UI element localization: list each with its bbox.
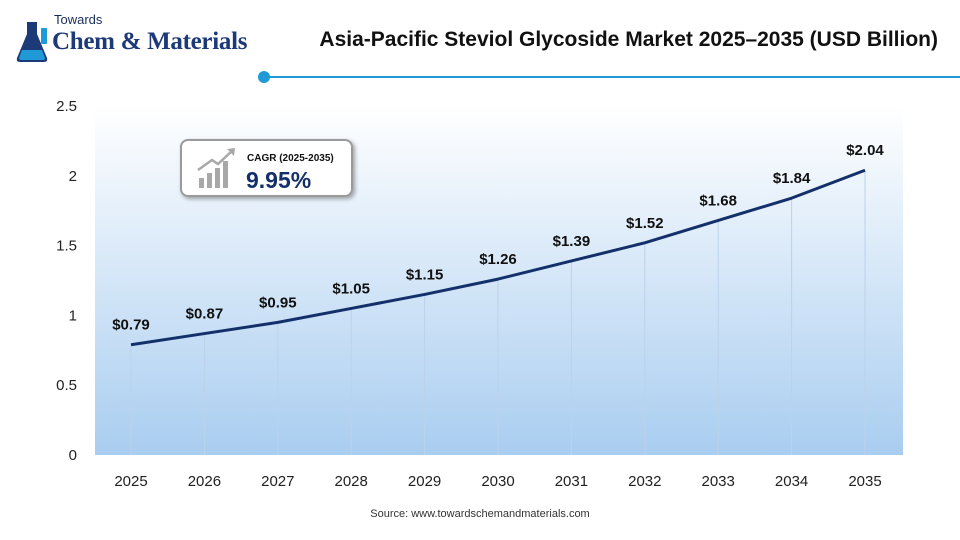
x-tick-label: 2032 [628,473,661,490]
cagr-value: 9.95% [246,167,311,193]
data-label: $1.84 [773,170,811,187]
y-tick-label: 0 [69,447,77,464]
x-tick-label: 2026 [188,473,221,490]
y-tick-label: 0.5 [56,377,77,394]
y-tick-label: 1.5 [56,238,77,255]
y-tick-label: 2.5 [56,98,77,115]
cagr-label: CAGR (2025-2035) [247,153,334,164]
data-label: $0.79 [112,317,150,334]
x-tick-label: 2028 [335,473,368,490]
line-chart: 0 0.5 1 1.5 2 2.5 2025 2026 2027 2028 2029 2030 203… [56,98,903,490]
data-labels: $0.79 $0.87 $0.95 $1.05 $1.15 $1.26 $1.39 $1.52… [112,142,884,334]
data-label: $0.95 [259,294,297,311]
data-label: $0.87 [186,306,224,323]
x-tick-label: 2034 [775,473,808,490]
title-underline-dot [258,71,270,83]
data-label: $1.52 [626,215,664,232]
brand-towards: Towards [54,12,103,27]
data-label: $1.68 [699,192,737,209]
x-axis: 2025 2026 2027 2028 2029 2030 2031 2032 2033 2034… [114,473,881,490]
x-tick-label: 2030 [481,473,514,490]
data-label: $1.05 [332,280,370,297]
x-tick-label: 2027 [261,473,294,490]
series-line [130,168,866,347]
title-underline [264,76,960,78]
y-tick-label: 1 [69,307,77,324]
y-tick-label: 2 [69,168,77,185]
grid-lines [130,170,866,455]
brand-logo: Towards Chem & Materials [12,8,252,68]
x-tick-label: 2031 [555,473,588,490]
data-label: $1.26 [479,251,517,268]
x-tick-label: 2025 [114,473,147,490]
y-axis: 0 0.5 1 1.5 2 2.5 [56,98,77,464]
growth-chart-icon [197,148,235,188]
x-tick-label: 2035 [848,473,881,490]
x-tick-label: 2029 [408,473,441,490]
data-label: $1.39 [553,233,591,250]
x-tick-label: 2033 [702,473,735,490]
data-label: $1.15 [406,266,444,283]
brand-name: Chem & Materials [52,28,248,55]
chart-title: Asia-Pacific Steviol Glycoside Market 20… [319,28,938,51]
source-note: Source: www.towardschemandmaterials.com [370,508,590,520]
data-label: $2.04 [846,142,884,159]
flask-icon [16,22,48,62]
